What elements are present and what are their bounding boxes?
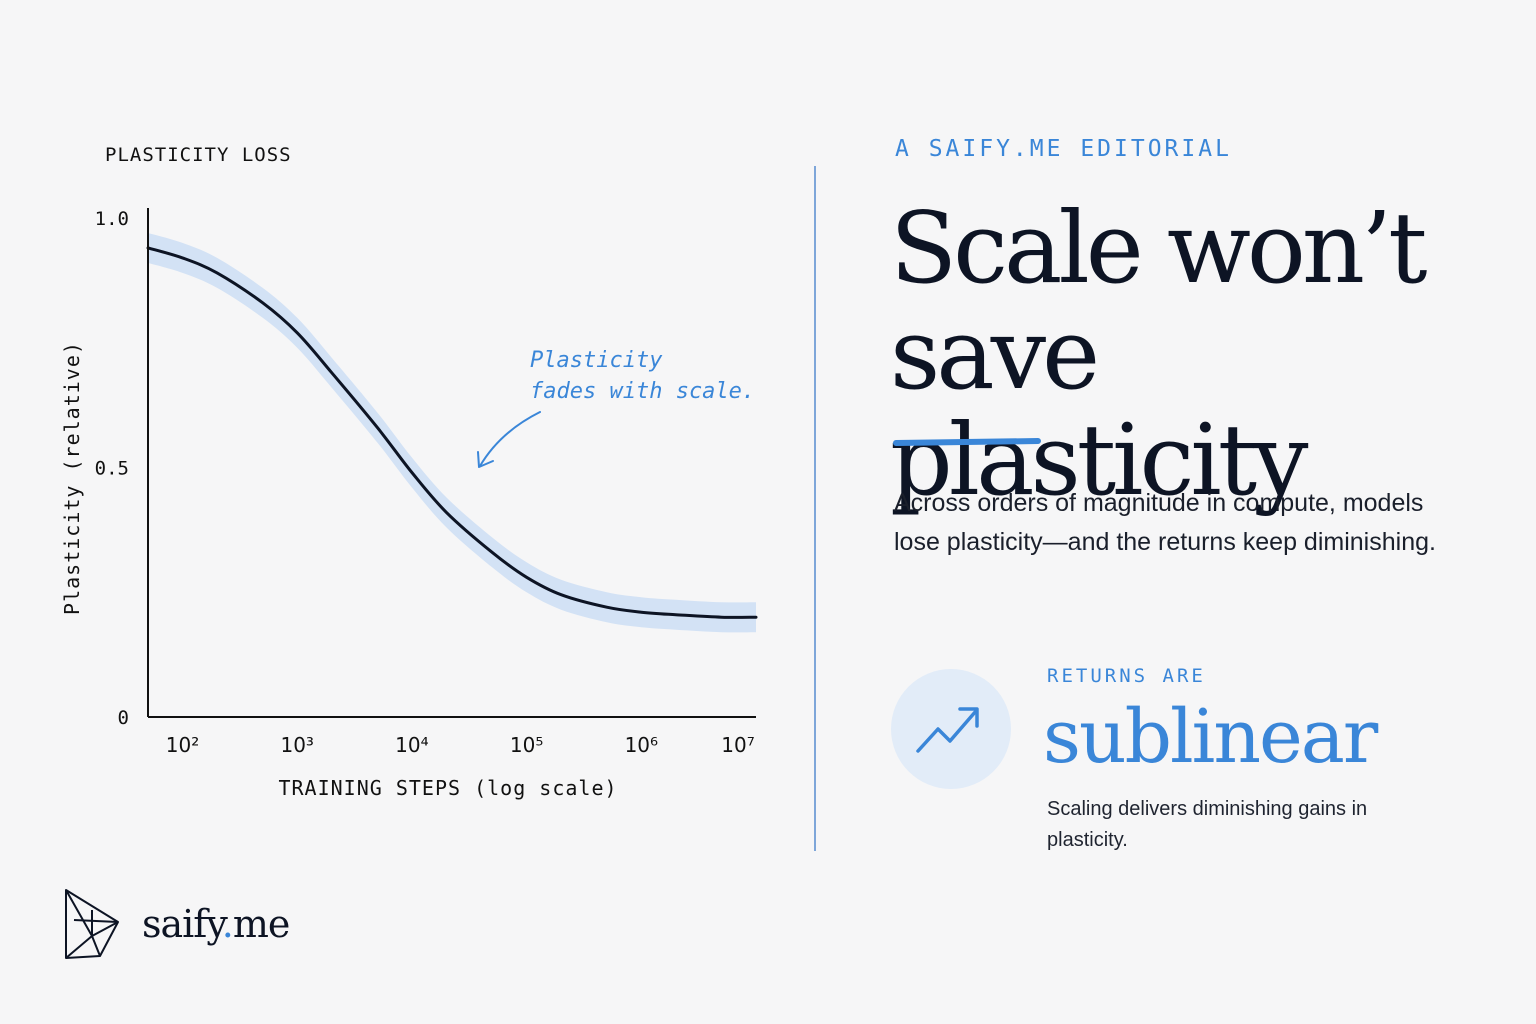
x-axis-label: TRAINING STEPS (log scale) [278,776,617,800]
x-tick-label: 10⁶ [625,733,658,757]
vertical-divider [814,166,816,851]
stat-description: Scaling delivers diminishing gains in pl… [1047,798,1368,851]
x-tick-label: 10² [166,733,199,757]
stat-value: sublinear [1043,694,1378,780]
x-tick-label: 10⁴ [395,733,428,757]
annotation-text: Plasticity [530,348,663,373]
brand-name-part1: saify [142,902,223,946]
headline: Scale won’t save plasticity [890,192,1427,518]
plasticity-chart: 1.0 0.5 0 10² 10³ 10⁴ 10⁵ 10⁶ 10⁷ TRAINING STEPS … [60,208,758,800]
confidence-band-0 [148,233,756,633]
brand-dot: . [221,902,234,946]
chart-title: PLASTICITY LOSS [105,144,292,166]
y-tick-label: 1.0 [95,208,129,230]
brand-wordmark: saify.me [142,902,291,946]
y-axis-label: Plasticity (relative) [60,341,84,615]
stat-label: RETURNS ARE [1047,665,1206,687]
editorial-kicker: A SAIFY.ME EDITORIAL [895,136,1232,162]
annotation-text: fades with scale. [530,379,755,404]
x-tick-label: 10³ [280,733,313,757]
x-tick-label: 10⁵ [510,733,543,757]
x-tick-label: 10⁷ [721,733,754,757]
series-line-0 [146,246,758,619]
y-tick-label: 0 [118,707,129,729]
annotation-arrowhead [477,451,494,468]
lede-paragraph: Across orders of magnitude in compute, m… [894,489,1436,556]
polyhedron-logo-icon [65,889,119,959]
y-tick-label: 0.5 [95,458,129,480]
brand-name-part2: me [232,902,291,946]
annotation-arrow [479,411,541,467]
trend-up-icon [891,669,1011,789]
